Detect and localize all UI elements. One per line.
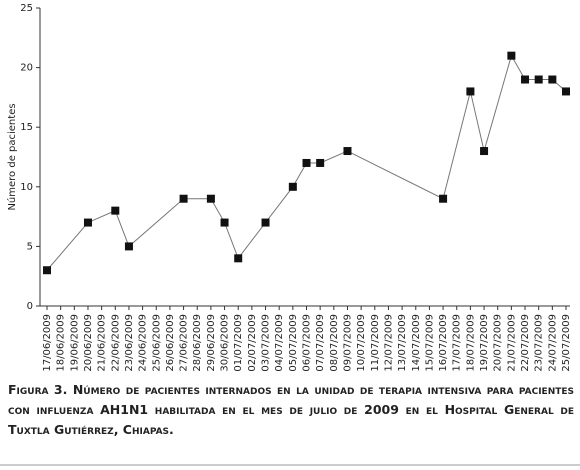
x-tick-label: 29/06/2009 bbox=[206, 314, 217, 372]
marker bbox=[507, 51, 516, 60]
y-tick-label: 25 bbox=[20, 3, 33, 14]
x-tick-label: 02/07/2009 bbox=[247, 314, 258, 372]
x-tick-label: 03/07/2009 bbox=[261, 314, 272, 372]
x-tick-label: 18/06/2009 bbox=[56, 314, 67, 372]
x-tick-label: 14/07/2009 bbox=[411, 314, 422, 372]
x-tick-label: 18/07/2009 bbox=[465, 314, 476, 372]
x-tick-label: 05/07/2009 bbox=[288, 314, 299, 372]
x-tick-label: 27/06/2009 bbox=[179, 314, 190, 372]
y-tick-label: 15 bbox=[20, 122, 33, 133]
x-tick-label: 20/07/2009 bbox=[493, 314, 504, 372]
marker bbox=[521, 75, 530, 84]
marker bbox=[261, 218, 270, 227]
marker bbox=[343, 147, 352, 156]
x-tick-label: 01/07/2009 bbox=[233, 314, 244, 372]
x-tick-label: 22/07/2009 bbox=[520, 314, 531, 372]
marker bbox=[562, 87, 570, 96]
x-tick-label: 04/07/2009 bbox=[274, 314, 285, 372]
y-tick-label: 20 bbox=[20, 63, 33, 74]
x-tick-label: 21/06/2009 bbox=[97, 314, 108, 372]
x-tick-label: 24/07/2009 bbox=[547, 314, 558, 372]
marker bbox=[43, 266, 51, 275]
marker bbox=[480, 147, 489, 156]
marker bbox=[548, 75, 557, 84]
marker bbox=[179, 194, 188, 203]
x-tick-label: 21/07/2009 bbox=[506, 314, 517, 372]
marker bbox=[124, 242, 133, 251]
marker bbox=[439, 194, 448, 203]
y-axis-label: Número de pacientes bbox=[6, 103, 18, 210]
x-tick-label: 12/07/2009 bbox=[383, 314, 394, 372]
marker bbox=[234, 254, 243, 263]
x-tick-label: 06/07/2009 bbox=[302, 314, 313, 372]
marker bbox=[220, 218, 229, 227]
x-tick-label: 19/06/2009 bbox=[69, 314, 80, 372]
y-tick-label: 5 bbox=[27, 241, 33, 252]
marker bbox=[206, 194, 215, 203]
x-tick-label: 13/07/2009 bbox=[397, 314, 408, 372]
x-tick-label: 07/07/2009 bbox=[315, 314, 326, 372]
x-tick-label: 23/07/2009 bbox=[534, 314, 545, 372]
x-tick-label: 25/07/2009 bbox=[561, 314, 572, 372]
marker bbox=[83, 218, 92, 227]
x-tick-label: 23/06/2009 bbox=[124, 314, 135, 372]
x-tick-label: 19/07/2009 bbox=[479, 314, 490, 372]
marker bbox=[466, 87, 475, 96]
caption: Figura 3. Número de pacientes internados… bbox=[8, 382, 574, 437]
y-tick-label: 10 bbox=[20, 182, 33, 193]
x-tick-label: 28/06/2009 bbox=[192, 314, 203, 372]
x-tick-label: 10/07/2009 bbox=[356, 314, 367, 372]
x-tick-label: 16/07/2009 bbox=[438, 314, 449, 372]
x-tick-label: 09/07/2009 bbox=[342, 314, 353, 372]
marker bbox=[316, 158, 325, 167]
x-tick-label: 08/07/2009 bbox=[329, 314, 340, 372]
x-tick-label: 25/06/2009 bbox=[151, 314, 162, 372]
x-tick-label: 17/07/2009 bbox=[452, 314, 463, 372]
x-tick-label: 11/07/2009 bbox=[370, 314, 381, 372]
x-tick-label: 20/06/2009 bbox=[83, 314, 94, 372]
x-tick-label: 30/06/2009 bbox=[220, 314, 231, 372]
y-tick-label: 0 bbox=[27, 301, 33, 312]
x-tick-label: 26/06/2009 bbox=[165, 314, 176, 372]
x-tick-label: 24/06/2009 bbox=[138, 314, 149, 372]
x-tick-label: 17/06/2009 bbox=[42, 314, 53, 372]
marker bbox=[534, 75, 543, 84]
x-tick-label: 15/07/2009 bbox=[424, 314, 435, 372]
marker bbox=[302, 158, 311, 167]
marker bbox=[288, 182, 297, 191]
marker bbox=[111, 206, 120, 215]
x-tick-label: 22/06/2009 bbox=[110, 314, 121, 372]
